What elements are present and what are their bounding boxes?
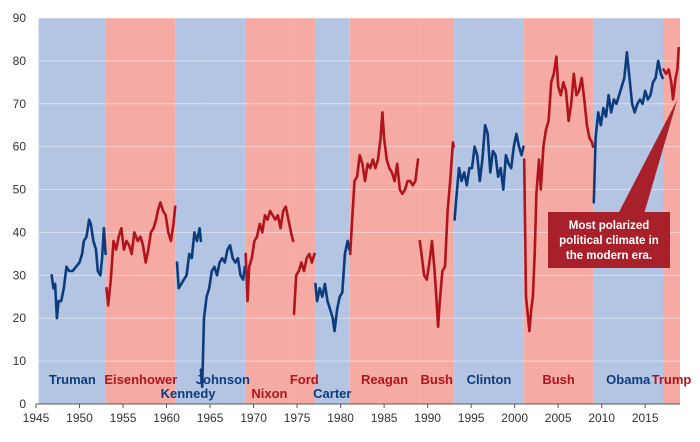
president-label-2: Kennedy <box>161 386 217 401</box>
series-line-11 <box>592 51 664 204</box>
president-label-5: Ford <box>290 372 319 387</box>
series-line-1 <box>105 201 177 307</box>
y-tick-label-5: 50 <box>13 183 27 197</box>
presidency-band-5 <box>293 18 315 404</box>
presidency-band-9 <box>454 18 524 404</box>
y-tick-label-9: 90 <box>13 11 27 25</box>
president-label-0: Truman <box>49 372 96 387</box>
presidency-band-7 <box>349 18 420 404</box>
president-label-6: Carter <box>313 386 351 401</box>
y-tick-label-6: 60 <box>13 140 27 154</box>
y-tick-label-8: 80 <box>13 54 27 68</box>
approval-gap-series <box>50 46 680 389</box>
x-tick-label-3: 1960 <box>153 411 180 425</box>
series-line-3 <box>199 244 247 389</box>
series-line-6 <box>314 239 351 333</box>
y-tick-label-0: 0 <box>19 397 26 411</box>
callout-box <box>548 212 670 268</box>
callout-text-line-2: the modern era. <box>566 250 652 262</box>
president-label-8: Bush <box>421 372 454 387</box>
president-label-9: Clinton <box>467 372 512 387</box>
y-tick-label-3: 30 <box>13 268 27 282</box>
presidency-band-2 <box>175 18 201 404</box>
x-tick-label-13: 2010 <box>588 411 615 425</box>
x-tick-label-6: 1975 <box>284 411 311 425</box>
presidency-bands <box>38 18 680 404</box>
y-tick-label-2: 20 <box>13 311 27 325</box>
x-tick-label-8: 1985 <box>371 411 398 425</box>
polarization-callout: Most polarized political climate in the mo… <box>548 99 678 268</box>
presidency-band-0 <box>38 18 107 404</box>
callout-text-line-1: political climate in <box>559 235 659 247</box>
series-line-7 <box>348 111 420 256</box>
series-line-12 <box>662 46 680 101</box>
presidency-band-3 <box>200 18 246 404</box>
presidency-band-12 <box>663 18 680 404</box>
presidency-band-6 <box>314 18 350 404</box>
series-line-9 <box>453 123 525 221</box>
president-label-1: Eisenhower <box>104 372 177 387</box>
x-tick-label-14: 2015 <box>632 411 659 425</box>
president-label-7: Reagan <box>361 372 408 387</box>
series-line-2 <box>175 226 203 290</box>
callout-text-line-0: Most polarized <box>569 220 650 232</box>
president-labels: Truman EisenhowerKennedyJohnsonNixonFordC… <box>49 372 692 401</box>
x-tick-label-0: 1945 <box>23 411 50 425</box>
president-label-4: Nixon <box>251 386 287 401</box>
x-tick-label-2: 1955 <box>110 411 137 425</box>
series-line-5 <box>292 252 316 316</box>
president-label-10: Bush <box>542 372 575 387</box>
x-tick-label-1: 1950 <box>66 411 93 425</box>
x-tick-label-9: 1990 <box>414 411 441 425</box>
x-tick-label-7: 1980 <box>327 411 354 425</box>
y-tick-label-7: 70 <box>13 97 27 111</box>
y-tick-label-1: 10 <box>13 354 27 368</box>
callout-arrow <box>618 99 678 214</box>
x-tick-label-5: 1970 <box>240 411 267 425</box>
president-label-12: Trump <box>652 372 692 387</box>
series-line-4 <box>244 205 295 303</box>
series-line-10 <box>522 55 595 333</box>
x-tick-label-11: 2000 <box>501 411 528 425</box>
series-line-0 <box>50 218 107 320</box>
president-label-11: Obama <box>606 372 651 387</box>
presidency-band-8 <box>419 18 455 404</box>
x-tick-label-12: 2005 <box>545 411 572 425</box>
axes: 1945 1950 1955 1960 1965 1970 1975 1980 1985 1990… <box>13 11 680 425</box>
president-label-3: Johnson <box>196 372 250 387</box>
y-tick-label-4: 40 <box>13 225 27 239</box>
x-tick-label-4: 1965 <box>197 411 224 425</box>
series-line-8 <box>418 141 455 329</box>
x-tick-label-10: 1995 <box>458 411 485 425</box>
presidency-band-1 <box>106 18 176 404</box>
